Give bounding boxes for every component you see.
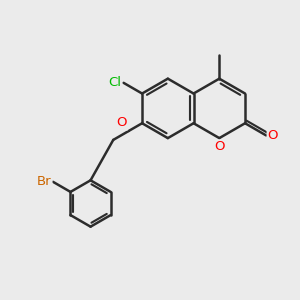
Text: Cl: Cl <box>108 76 121 89</box>
Text: O: O <box>117 116 127 130</box>
Text: Br: Br <box>37 175 52 188</box>
Text: O: O <box>214 140 225 154</box>
Text: O: O <box>268 129 278 142</box>
